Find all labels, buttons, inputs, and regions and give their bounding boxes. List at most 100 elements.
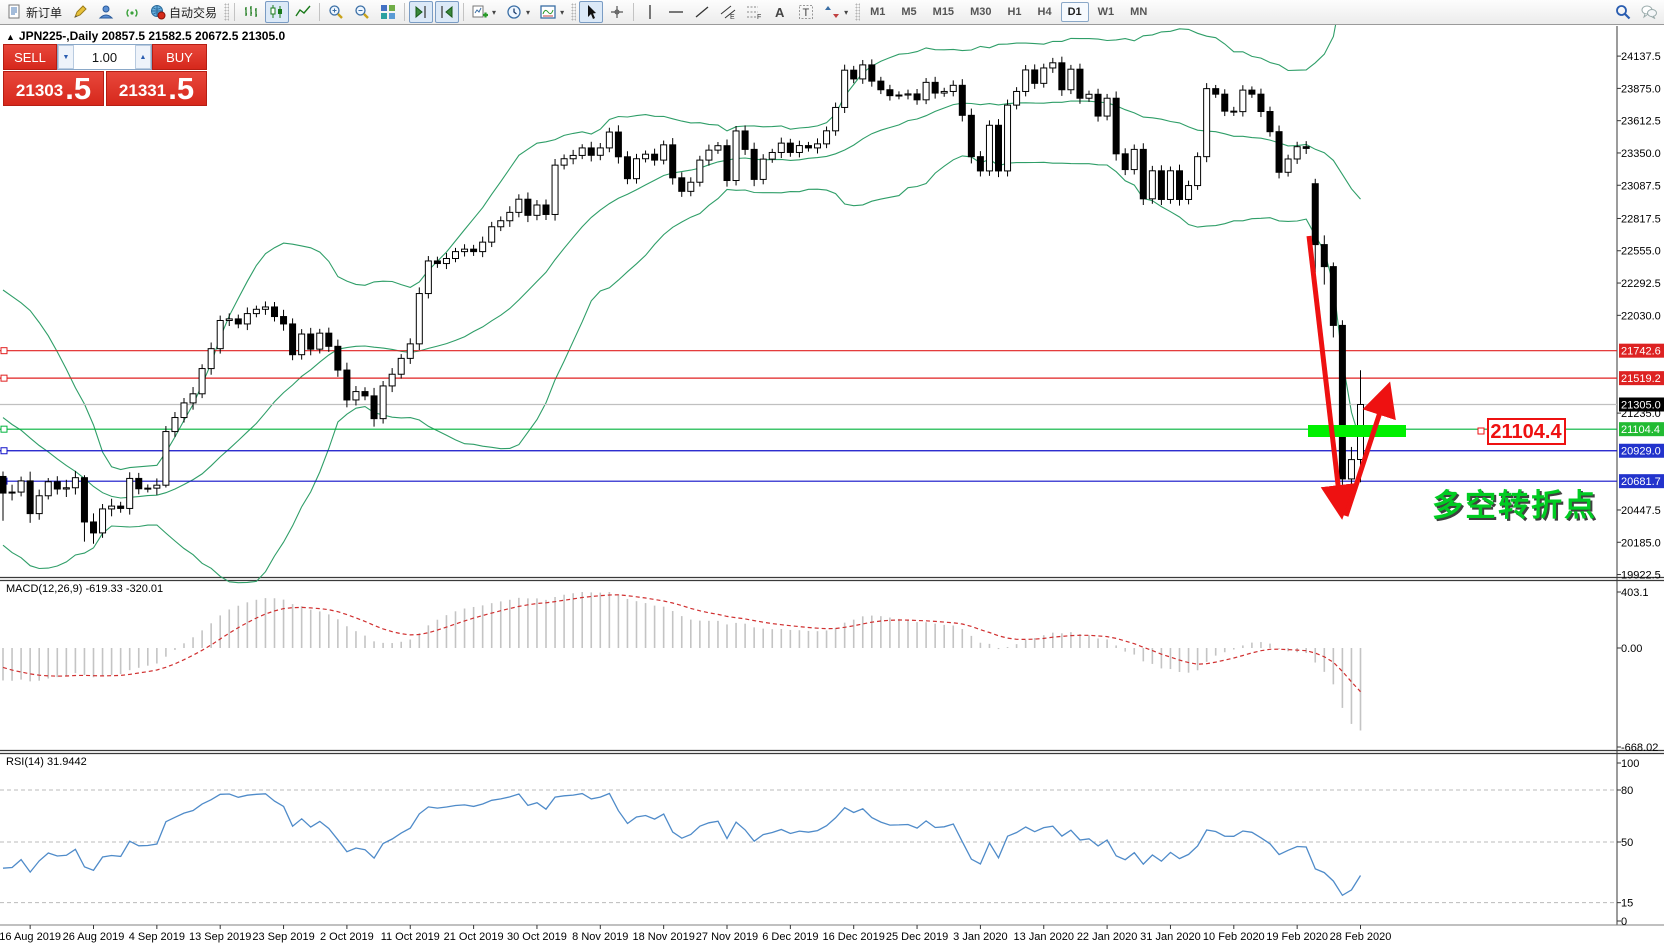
timeframe-h1-button[interactable]: H1 [1007,6,1022,18]
candle-up [768,151,776,160]
macd-tick-label: -668.02 [1621,742,1658,754]
bar-chart-button[interactable] [239,1,263,23]
candle-up [1284,158,1292,173]
auto-scroll-button[interactable] [409,1,434,23]
hline-button[interactable] [664,1,688,23]
volume-decrease-button[interactable]: ▼ [58,45,74,69]
candle-down [307,333,315,350]
textt-icon: T [798,4,814,20]
tile-windows-button[interactable] [376,1,400,23]
svg-text:E: E [730,14,735,20]
zin-icon [328,4,344,20]
toolbar-separator [463,3,465,21]
shapes-icon [824,4,840,20]
candle-down [786,142,794,153]
volume-increase-button[interactable]: ▲ [135,45,151,69]
text-label-button[interactable]: T [794,1,818,23]
candle-down [1221,93,1229,112]
candle-up [144,487,152,490]
candle-up [1085,93,1093,99]
pencil-icon [72,4,88,20]
date-axis: 16 Aug 2019 26 Aug 2019 4 Sep 2019 13 Sep 2… [0,925,1391,943]
indicators-button[interactable]: ▾ [536,1,568,23]
fibonacci-button[interactable]: F [742,1,766,23]
price-tick-label: 23087.5 [1621,180,1661,192]
date-label: 28 Feb 2020 [1330,931,1392,943]
candle-up [1185,185,1193,200]
toolbar-drag-handle[interactable] [571,3,577,21]
price-label-text: 21104.4 [1490,421,1562,443]
candlestick-button[interactable] [265,1,290,23]
line-chart-button[interactable] [291,1,315,23]
down-arrow[interactable] [1306,235,1356,520]
price-tick-label: 20185.0 [1621,537,1661,549]
timeframe-w1-button[interactable]: W1 [1097,6,1115,18]
arrows-button[interactable]: ▾ [820,1,852,23]
collapse-triangle-icon[interactable]: ▲ [6,32,15,42]
candle-up [660,144,668,161]
globe-icon [150,4,166,20]
period-button[interactable]: ▾ [502,1,534,23]
candle-up [705,149,713,161]
dropdown-caret-icon[interactable]: ▾ [526,7,531,17]
shiftend-icon [413,4,429,20]
timeframe-m30-button[interactable]: M30 [970,6,992,18]
candle-up [261,306,269,310]
channel-icon: E [720,4,736,20]
timeframe-m15-button[interactable]: M15 [932,6,955,18]
dropdown-caret-icon[interactable]: ▾ [560,7,565,17]
channel-button[interactable]: E [716,1,740,23]
shiftoff-icon [439,4,455,20]
auto-trading-button[interactable]: 自动交易 [146,1,221,24]
chat-button[interactable] [1637,1,1661,23]
timeframe-d1-button[interactable]: D1 [1060,2,1089,22]
chart-shift-button[interactable] [435,1,460,23]
signal-icon[interactable] [120,1,144,23]
sell-price[interactable]: 21303 .5 [3,71,104,106]
market-watch-icon[interactable] [94,1,118,23]
styler-icon[interactable] [68,1,92,23]
candle-down [967,114,975,158]
candle-down [524,198,532,216]
buy-button[interactable]: BUY [152,44,207,70]
auto-trading-button-label: 自动交易 [169,5,218,20]
candle-up [1004,104,1012,172]
dropdown-caret-icon[interactable]: ▾ [844,7,849,17]
one-click-trade-panel: SELL ▼ 1.00 ▲ BUY 21303 .5 21331 .5 [3,44,207,106]
rsi-tick-label: 80 [1621,785,1633,797]
zoom-in-button[interactable] [324,1,348,23]
text-button[interactable]: A [768,1,792,23]
new-chart-button[interactable]: ▾ [468,1,500,23]
volume-input[interactable]: 1.00 [91,49,118,65]
sell-button[interactable]: SELL [3,44,57,70]
up-arrow[interactable] [1343,381,1396,517]
candle-up [832,106,840,132]
price-tag-label: 20681.7 [1621,476,1661,488]
search-button[interactable] [1611,1,1635,23]
vline-button[interactable] [638,1,662,23]
grid-icon [380,4,396,20]
crosshair-button[interactable] [605,1,629,23]
dropdown-caret-icon[interactable]: ▾ [492,7,497,17]
candle-up [506,211,514,222]
toolbar-drag-handle[interactable] [855,3,861,21]
support-highlight-rect[interactable] [1308,425,1406,437]
price-label-box[interactable] [1487,418,1566,445]
label-anchor-square[interactable] [1477,427,1485,435]
candle-up [153,484,161,489]
cursor-button[interactable] [579,1,604,23]
timeframe-mn-button[interactable]: MN [1130,6,1148,18]
candle-up [1239,89,1247,113]
timeframe-m1-button[interactable]: M1 [870,6,886,18]
trendline-button[interactable] [690,1,714,23]
cn-annotation-shadow: 多空转折点 [1434,490,1599,525]
timeframe-h4-button[interactable]: H4 [1037,6,1052,18]
buy-price[interactable]: 21331 .5 [106,71,207,106]
toolbar-drag-handle[interactable] [224,3,230,21]
cn-annotation-text[interactable]: 多空转折点 [1432,488,1597,523]
timeframe-m5-button[interactable]: M5 [901,6,917,18]
candle-down [1139,148,1147,200]
zoom-out-button[interactable] [350,1,374,23]
new-order-button[interactable]: 新订单 [3,1,66,24]
